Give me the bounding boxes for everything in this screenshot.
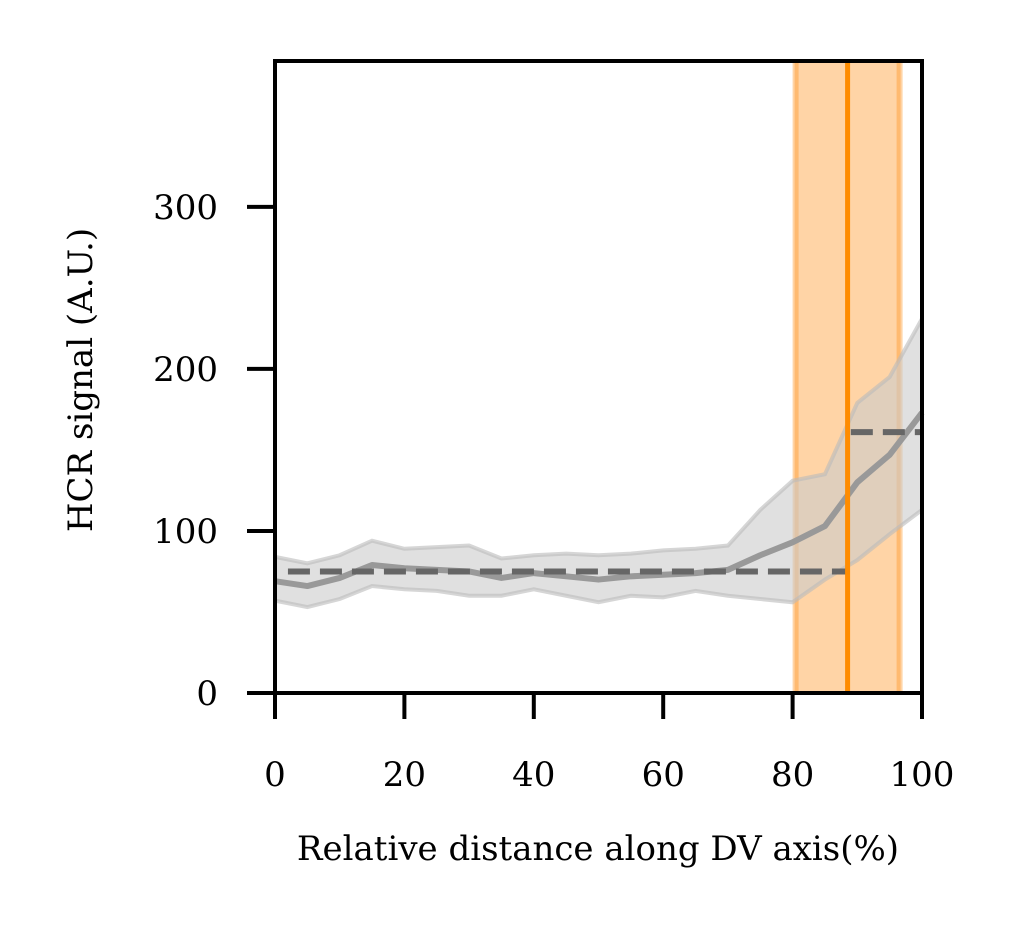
y-tick-group: 0 100 200 300 (153, 188, 275, 714)
x-axis-label: Relative distance along DV axis(%) (297, 829, 899, 869)
confidence-band-group (274, 317, 924, 610)
y-tick-label: 300 (153, 188, 218, 228)
x-tick-label: 60 (642, 755, 685, 795)
x-tick-label: 80 (771, 755, 814, 795)
y-tick-label: 0 (196, 674, 218, 714)
confidence-band-0 (275, 318, 922, 608)
y-tick-label: 200 (153, 350, 218, 390)
y-axis-label: HCR signal (A.U.) (61, 228, 101, 532)
series-line-group (274, 410, 925, 590)
x-tick-label: 40 (512, 755, 555, 795)
x-tick-label: 100 (890, 755, 955, 795)
plot-frame (273, 59, 924, 695)
series-line-0 (274, 410, 925, 590)
x-tick-group: 0 20 40 60 80 100 (264, 693, 954, 795)
band-lower-edge-0 (274, 508, 924, 610)
band-upper-edge-0 (274, 317, 924, 566)
reference-line-group (287, 429, 922, 575)
x-tick-label: 20 (383, 755, 426, 795)
y-tick-label: 100 (153, 512, 218, 552)
x-tick-label: 0 (264, 755, 286, 795)
